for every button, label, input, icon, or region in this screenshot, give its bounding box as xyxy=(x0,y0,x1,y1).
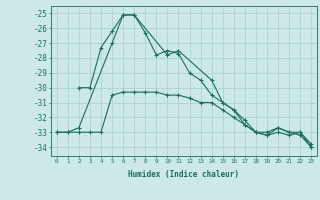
X-axis label: Humidex (Indice chaleur): Humidex (Indice chaleur) xyxy=(129,170,239,179)
